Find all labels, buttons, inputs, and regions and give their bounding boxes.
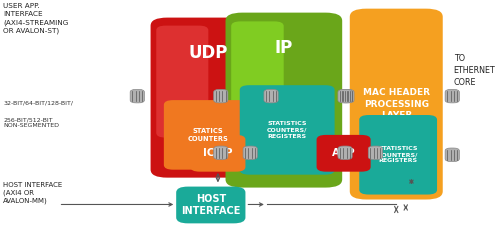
Text: MAC HEADER
PROCESSING
LAYER: MAC HEADER PROCESSING LAYER [363,88,430,120]
Text: IP: IP [274,39,293,57]
Text: USER APP.
INTERFACE
(AXI4-STREAMING
OR AVALON-ST): USER APP. INTERFACE (AXI4-STREAMING OR A… [3,3,68,34]
FancyBboxPatch shape [231,21,283,144]
FancyBboxPatch shape [243,146,258,160]
FancyBboxPatch shape [214,146,228,160]
FancyBboxPatch shape [240,85,334,175]
FancyBboxPatch shape [226,13,342,188]
Text: 256-BIT/512-BIT
NON-SEGMENTED: 256-BIT/512-BIT NON-SEGMENTED [3,117,59,128]
FancyBboxPatch shape [445,148,460,161]
Text: STATICS
COUNTERS: STATICS COUNTERS [188,128,228,142]
Text: ARP: ARP [332,148,355,158]
FancyBboxPatch shape [350,9,442,200]
FancyBboxPatch shape [316,135,370,172]
Text: STATISTICS
COUNTERS/
REGISTERS: STATISTICS COUNTERS/ REGISTERS [267,121,308,139]
FancyBboxPatch shape [445,89,460,103]
FancyBboxPatch shape [176,186,246,223]
Text: 32-BIT/64-BIT/128-BIT/: 32-BIT/64-BIT/128-BIT/ [3,101,73,106]
FancyBboxPatch shape [264,89,278,103]
Text: HOST INTERFACE
(AXI4 OR 
AVALON-MM): HOST INTERFACE (AXI4 OR AVALON-MM) [3,182,62,204]
FancyBboxPatch shape [338,89,352,103]
Text: ICMP: ICMP [203,148,232,158]
FancyBboxPatch shape [338,146,352,160]
Text: TO
ETHERNET
CORE: TO ETHERNET CORE [454,54,496,87]
FancyBboxPatch shape [156,26,208,138]
FancyBboxPatch shape [368,146,382,160]
FancyBboxPatch shape [360,115,437,194]
FancyBboxPatch shape [214,89,228,103]
FancyBboxPatch shape [150,18,266,178]
FancyBboxPatch shape [164,100,252,170]
Text: UDP: UDP [188,44,228,62]
FancyBboxPatch shape [190,135,246,172]
FancyBboxPatch shape [130,89,144,103]
Text: STATISTICS
COUNTERS/
REGISTERS: STATISTICS COUNTERS/ REGISTERS [378,146,418,164]
FancyBboxPatch shape [340,89,354,103]
Text: HOST
INTERFACE: HOST INTERFACE [181,194,240,216]
